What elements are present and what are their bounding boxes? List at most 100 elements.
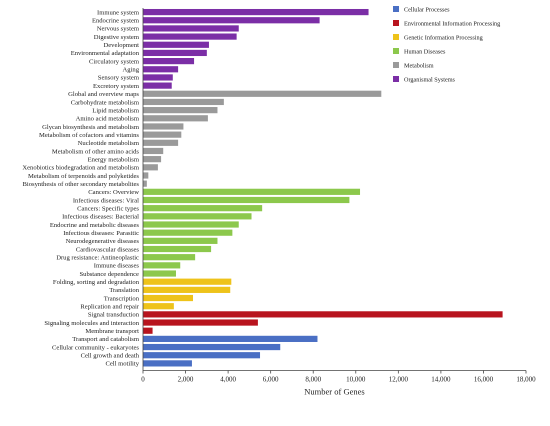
category-label: Translation bbox=[109, 287, 140, 294]
category-label: Sensory system bbox=[98, 75, 140, 82]
x-axis: 0 2,000 4,000 6,000 8,000 10,000 12,000 14,000 1… bbox=[141, 8, 536, 383]
category-label: Cellular community - eukaryotes bbox=[52, 344, 139, 351]
category-label: Circulatory system bbox=[89, 58, 140, 65]
category-label: Glycan biosynthesis and metabolism bbox=[42, 124, 140, 131]
category-label: Nucleotide metabolism bbox=[78, 140, 140, 147]
bar-13 bbox=[143, 115, 208, 122]
legend-label: Environmental Information Processing bbox=[404, 21, 500, 28]
bar-26 bbox=[143, 221, 239, 228]
legend-swatch-0 bbox=[393, 6, 399, 12]
bar-7 bbox=[143, 66, 179, 73]
x-tick-label: 8,000 bbox=[305, 375, 321, 383]
category-label: Lipid metabolism bbox=[92, 107, 140, 114]
bar-4 bbox=[143, 41, 209, 48]
bar-36 bbox=[143, 303, 174, 310]
bar-18 bbox=[143, 156, 162, 163]
bar-14 bbox=[143, 123, 184, 130]
bar-32 bbox=[143, 270, 176, 277]
legend-swatch-4 bbox=[393, 62, 399, 68]
category-label: Immune diseases bbox=[94, 263, 140, 270]
bar-16 bbox=[143, 139, 179, 146]
category-label: Membrane transport bbox=[85, 328, 139, 335]
bar-25 bbox=[143, 213, 252, 220]
category-label: Carbohydrate metabolism bbox=[71, 99, 140, 106]
category-label: Endocrine system bbox=[92, 18, 140, 25]
category-label: Immune system bbox=[97, 9, 140, 16]
category-label: Xenobiotics biodegradation and metabolis… bbox=[22, 165, 140, 172]
legend-label: Cellular Processes bbox=[404, 7, 450, 14]
category-label: Excretory system bbox=[93, 83, 140, 90]
bar-30 bbox=[143, 254, 196, 261]
category-label: Global and overview maps bbox=[68, 91, 139, 98]
bar-2 bbox=[143, 25, 239, 32]
bar-23 bbox=[143, 196, 350, 204]
bar-35 bbox=[143, 294, 194, 302]
bar-20 bbox=[143, 172, 149, 179]
bar-40 bbox=[143, 335, 318, 342]
x-tick-label: 0 bbox=[141, 375, 145, 383]
bar-6 bbox=[143, 58, 195, 65]
x-tick-label: 6,000 bbox=[263, 375, 279, 383]
bar-9 bbox=[143, 82, 172, 89]
category-label: Cardiovascular diseases bbox=[76, 246, 140, 253]
category-label: Replication and repair bbox=[80, 304, 139, 311]
legend-label: Organismal Systems bbox=[404, 77, 456, 84]
x-tick-label: 10,000 bbox=[346, 375, 366, 383]
category-label: Metabolism of terpenoids and polyketides bbox=[28, 173, 139, 180]
bar-27 bbox=[143, 229, 233, 236]
bar-5 bbox=[143, 49, 207, 57]
category-label: Digestive system bbox=[94, 34, 140, 41]
x-tick-label: 2,000 bbox=[178, 375, 194, 383]
category-label: Amino acid metabolism bbox=[76, 116, 140, 123]
category-label: Transcription bbox=[104, 295, 140, 302]
category-label: Transport and catabolism bbox=[72, 336, 140, 343]
category-label: Cell motility bbox=[105, 361, 139, 368]
category-label: Cancers: Overview bbox=[88, 189, 139, 196]
bar-0 bbox=[143, 8, 369, 16]
legend-swatch-3 bbox=[393, 48, 399, 54]
category-label: Metabolism of cofactors and vitamins bbox=[39, 132, 139, 139]
category-label: Substance dependence bbox=[79, 271, 139, 278]
bar-3 bbox=[143, 33, 237, 40]
category-label: Biosynthesis of other secondary metaboli… bbox=[23, 181, 140, 188]
bar-37 bbox=[143, 311, 503, 318]
bar-41 bbox=[143, 343, 281, 351]
bar-21 bbox=[143, 180, 147, 187]
bar-17 bbox=[143, 147, 164, 155]
bar-11 bbox=[143, 98, 224, 106]
category-label: Energy metabolism bbox=[88, 156, 140, 163]
legend-label: Genetic Information Processing bbox=[404, 35, 483, 42]
category-label: Endocrine and metabolic diseases bbox=[50, 222, 140, 229]
legend-swatch-5 bbox=[393, 76, 399, 82]
category-label: Signaling molecules and interaction bbox=[44, 320, 139, 327]
bar-34 bbox=[143, 286, 231, 293]
category-label: Drug resistance: Antineoplastic bbox=[56, 254, 139, 261]
category-label: Folding, sorting and degradation bbox=[53, 279, 140, 286]
bar-42 bbox=[143, 352, 261, 359]
x-tick-label: 18,000 bbox=[516, 375, 536, 383]
bar-8 bbox=[143, 74, 173, 81]
legend-swatch-2 bbox=[393, 34, 399, 40]
bar-22 bbox=[143, 188, 361, 195]
bar-12 bbox=[143, 107, 218, 114]
legend-swatch-1 bbox=[393, 20, 399, 26]
bar-19 bbox=[143, 164, 158, 171]
bar-33 bbox=[143, 278, 232, 285]
category-label: Cell growth and death bbox=[81, 353, 140, 360]
bar-31 bbox=[143, 262, 181, 269]
x-axis-title: Number of Genes bbox=[304, 386, 364, 396]
bar-28 bbox=[143, 237, 218, 244]
x-tick-label: 14,000 bbox=[431, 375, 451, 383]
category-label: Signal transduction bbox=[88, 312, 140, 319]
category-label: Infectious diseases: Bacterial bbox=[62, 214, 139, 221]
category-label: Infectious diseases: Viral bbox=[73, 197, 139, 204]
bars-layer bbox=[143, 8, 503, 367]
x-tick-label: 16,000 bbox=[474, 375, 494, 383]
legend: Cellular Processes Environmental Informat… bbox=[393, 6, 500, 84]
legend-label: Metabolism bbox=[404, 63, 434, 70]
bar-29 bbox=[143, 245, 212, 253]
bar-43 bbox=[143, 360, 192, 367]
bar-10 bbox=[143, 90, 382, 97]
